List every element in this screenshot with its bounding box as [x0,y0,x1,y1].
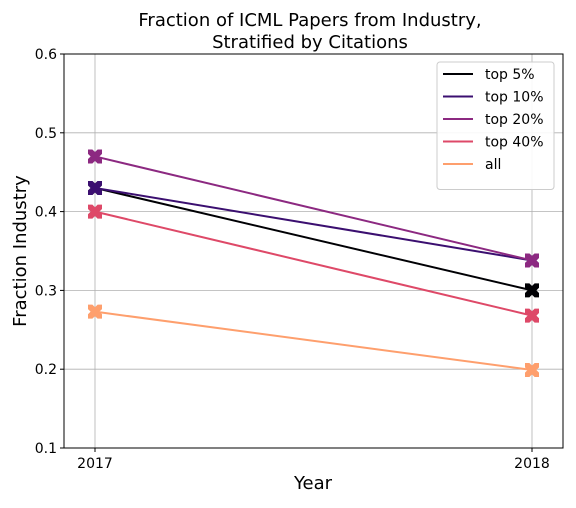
data-point-marker [525,253,539,268]
series-group [88,149,539,377]
legend-label: top 20% [485,112,544,128]
legend-label: top 5% [485,67,535,83]
x-tick-label: 2018 [514,456,550,472]
legend-box [436,61,555,190]
x-axis-label: Year [293,473,333,494]
y-axis: 0.1 0.2 0.3 0.4 0.5 0.6 [35,47,64,457]
y-axis-label: Fraction Industry [10,175,31,327]
series-line [94,310,533,371]
legend: top 5% top 10% top 20% top 40% all [436,61,555,190]
data-point-marker [525,308,539,323]
series-all [88,304,539,377]
y-tick-label: 0.1 [35,441,57,457]
data-point-marker [88,149,102,164]
series-line [94,210,533,317]
data-point-marker [88,180,102,195]
data-point-marker [88,304,102,319]
series-top-10- [88,180,539,268]
y-tick-label: 0.4 [35,205,57,221]
y-tick-label: 0.3 [35,283,57,299]
series-line [94,186,533,292]
series-line [94,186,533,262]
legend-label: all [485,157,501,173]
data-point-marker [525,283,539,298]
y-tick-label: 0.2 [35,362,57,378]
data-point-marker [88,204,102,219]
data-point-marker [525,362,539,377]
series-top-40- [88,204,539,323]
y-tick-label: 0.5 [35,126,57,142]
plot-area-frame [63,53,564,449]
x-axis: 2017 2018 [77,448,550,472]
chart-title-line-2: Stratified by Citations [212,32,408,53]
legend-label: top 10% [485,90,544,106]
chart-title-line-1: Fraction of ICML Papers from Industry, [138,10,481,31]
y-tick-label: 0.6 [35,47,57,63]
legend-label: top 40% [485,135,544,151]
x-tick-label: 2017 [77,456,113,472]
series-line [94,155,533,262]
series-top-20- [88,149,539,268]
